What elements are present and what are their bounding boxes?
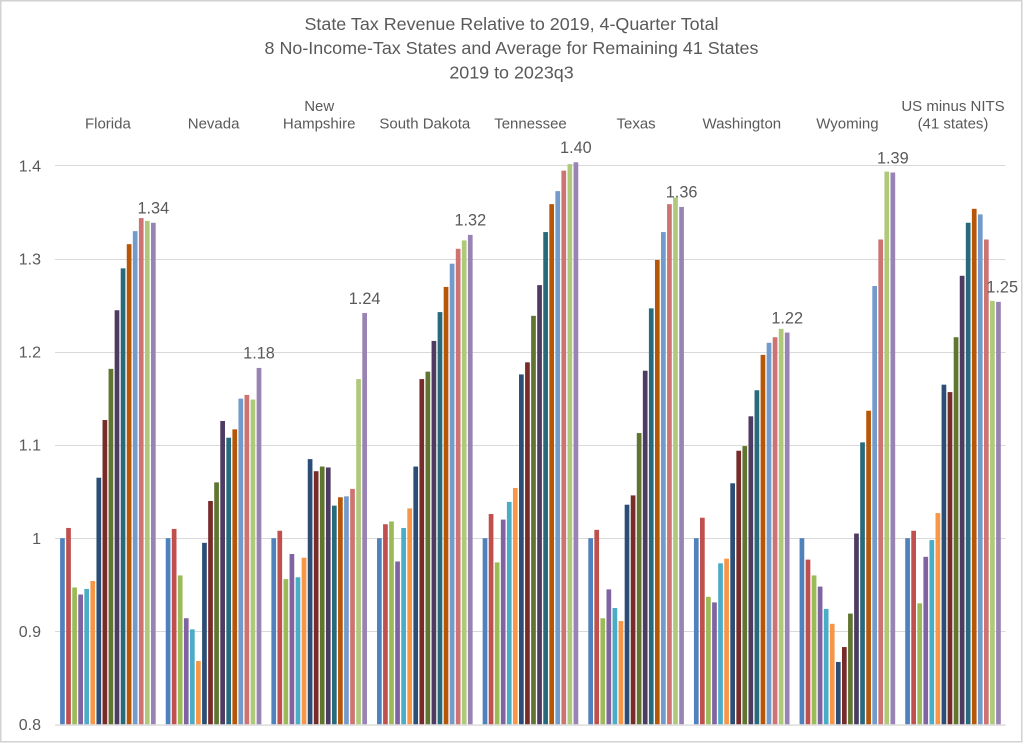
svg-text:South Dakota: South Dakota bbox=[379, 116, 471, 133]
svg-text:1.34: 1.34 bbox=[137, 200, 169, 218]
svg-text:Wyoming: Wyoming bbox=[816, 116, 878, 133]
svg-text:Tennessee: Tennessee bbox=[494, 116, 567, 133]
svg-text:1.36: 1.36 bbox=[666, 184, 698, 202]
svg-text:Washington: Washington bbox=[702, 116, 781, 133]
svg-text:1.39: 1.39 bbox=[877, 149, 909, 167]
svg-text:US minus NITS: US minus NITS bbox=[901, 98, 1004, 115]
svg-text:Texas: Texas bbox=[617, 116, 656, 133]
svg-text:1.40: 1.40 bbox=[560, 139, 592, 157]
svg-text:1.2: 1.2 bbox=[19, 345, 41, 362]
svg-text:State Tax Revenue Relative to: State Tax Revenue Relative to 2019, 4-Qu… bbox=[304, 14, 718, 34]
svg-text:Hampshire: Hampshire bbox=[283, 116, 356, 133]
svg-text:Nevada: Nevada bbox=[188, 116, 240, 133]
svg-text:1.24: 1.24 bbox=[349, 290, 381, 308]
svg-text:Florida: Florida bbox=[85, 116, 132, 133]
svg-text:1.4: 1.4 bbox=[19, 159, 41, 176]
svg-text:1.18: 1.18 bbox=[243, 345, 275, 363]
svg-text:2019 to 2023q3: 2019 to 2023q3 bbox=[449, 63, 573, 83]
svg-text:1: 1 bbox=[32, 531, 41, 548]
svg-text:0.9: 0.9 bbox=[19, 624, 41, 641]
svg-text:1.22: 1.22 bbox=[771, 309, 803, 327]
svg-text:(41 states): (41 states) bbox=[918, 116, 989, 133]
svg-text:1.32: 1.32 bbox=[454, 212, 486, 230]
svg-text:New: New bbox=[304, 98, 334, 115]
svg-text:1.25: 1.25 bbox=[986, 279, 1018, 297]
svg-text:1.3: 1.3 bbox=[19, 252, 41, 269]
svg-text:1.1: 1.1 bbox=[19, 438, 41, 455]
svg-text:0.8: 0.8 bbox=[19, 717, 41, 734]
svg-text:8 No-Income-Tax States and Ave: 8 No-Income-Tax States and Average for R… bbox=[265, 38, 759, 58]
